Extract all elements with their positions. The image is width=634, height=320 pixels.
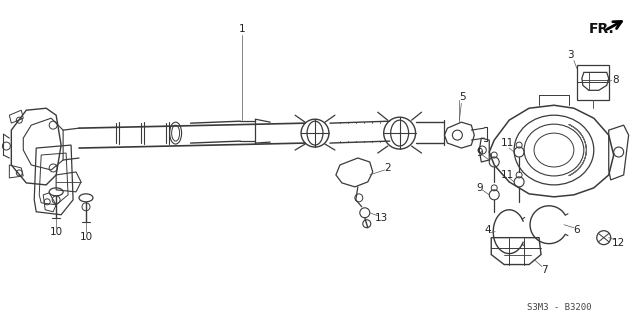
Text: 9: 9 — [476, 148, 482, 158]
Text: 5: 5 — [459, 92, 466, 102]
Text: 13: 13 — [375, 213, 389, 223]
Text: 11: 11 — [501, 170, 514, 180]
Text: 4: 4 — [484, 225, 491, 235]
Text: 10: 10 — [49, 227, 63, 237]
Text: 6: 6 — [574, 225, 580, 235]
Text: S3M3 - B3200: S3M3 - B3200 — [527, 303, 591, 312]
Text: 8: 8 — [612, 75, 619, 85]
Text: 3: 3 — [567, 51, 574, 60]
Text: 11: 11 — [501, 138, 514, 148]
Text: 7: 7 — [541, 265, 547, 275]
Text: 12: 12 — [612, 238, 625, 248]
Text: 1: 1 — [239, 24, 245, 34]
Text: FR.: FR. — [589, 21, 614, 36]
Text: 9: 9 — [476, 183, 482, 193]
Text: 10: 10 — [79, 232, 93, 242]
Text: 2: 2 — [384, 163, 391, 173]
